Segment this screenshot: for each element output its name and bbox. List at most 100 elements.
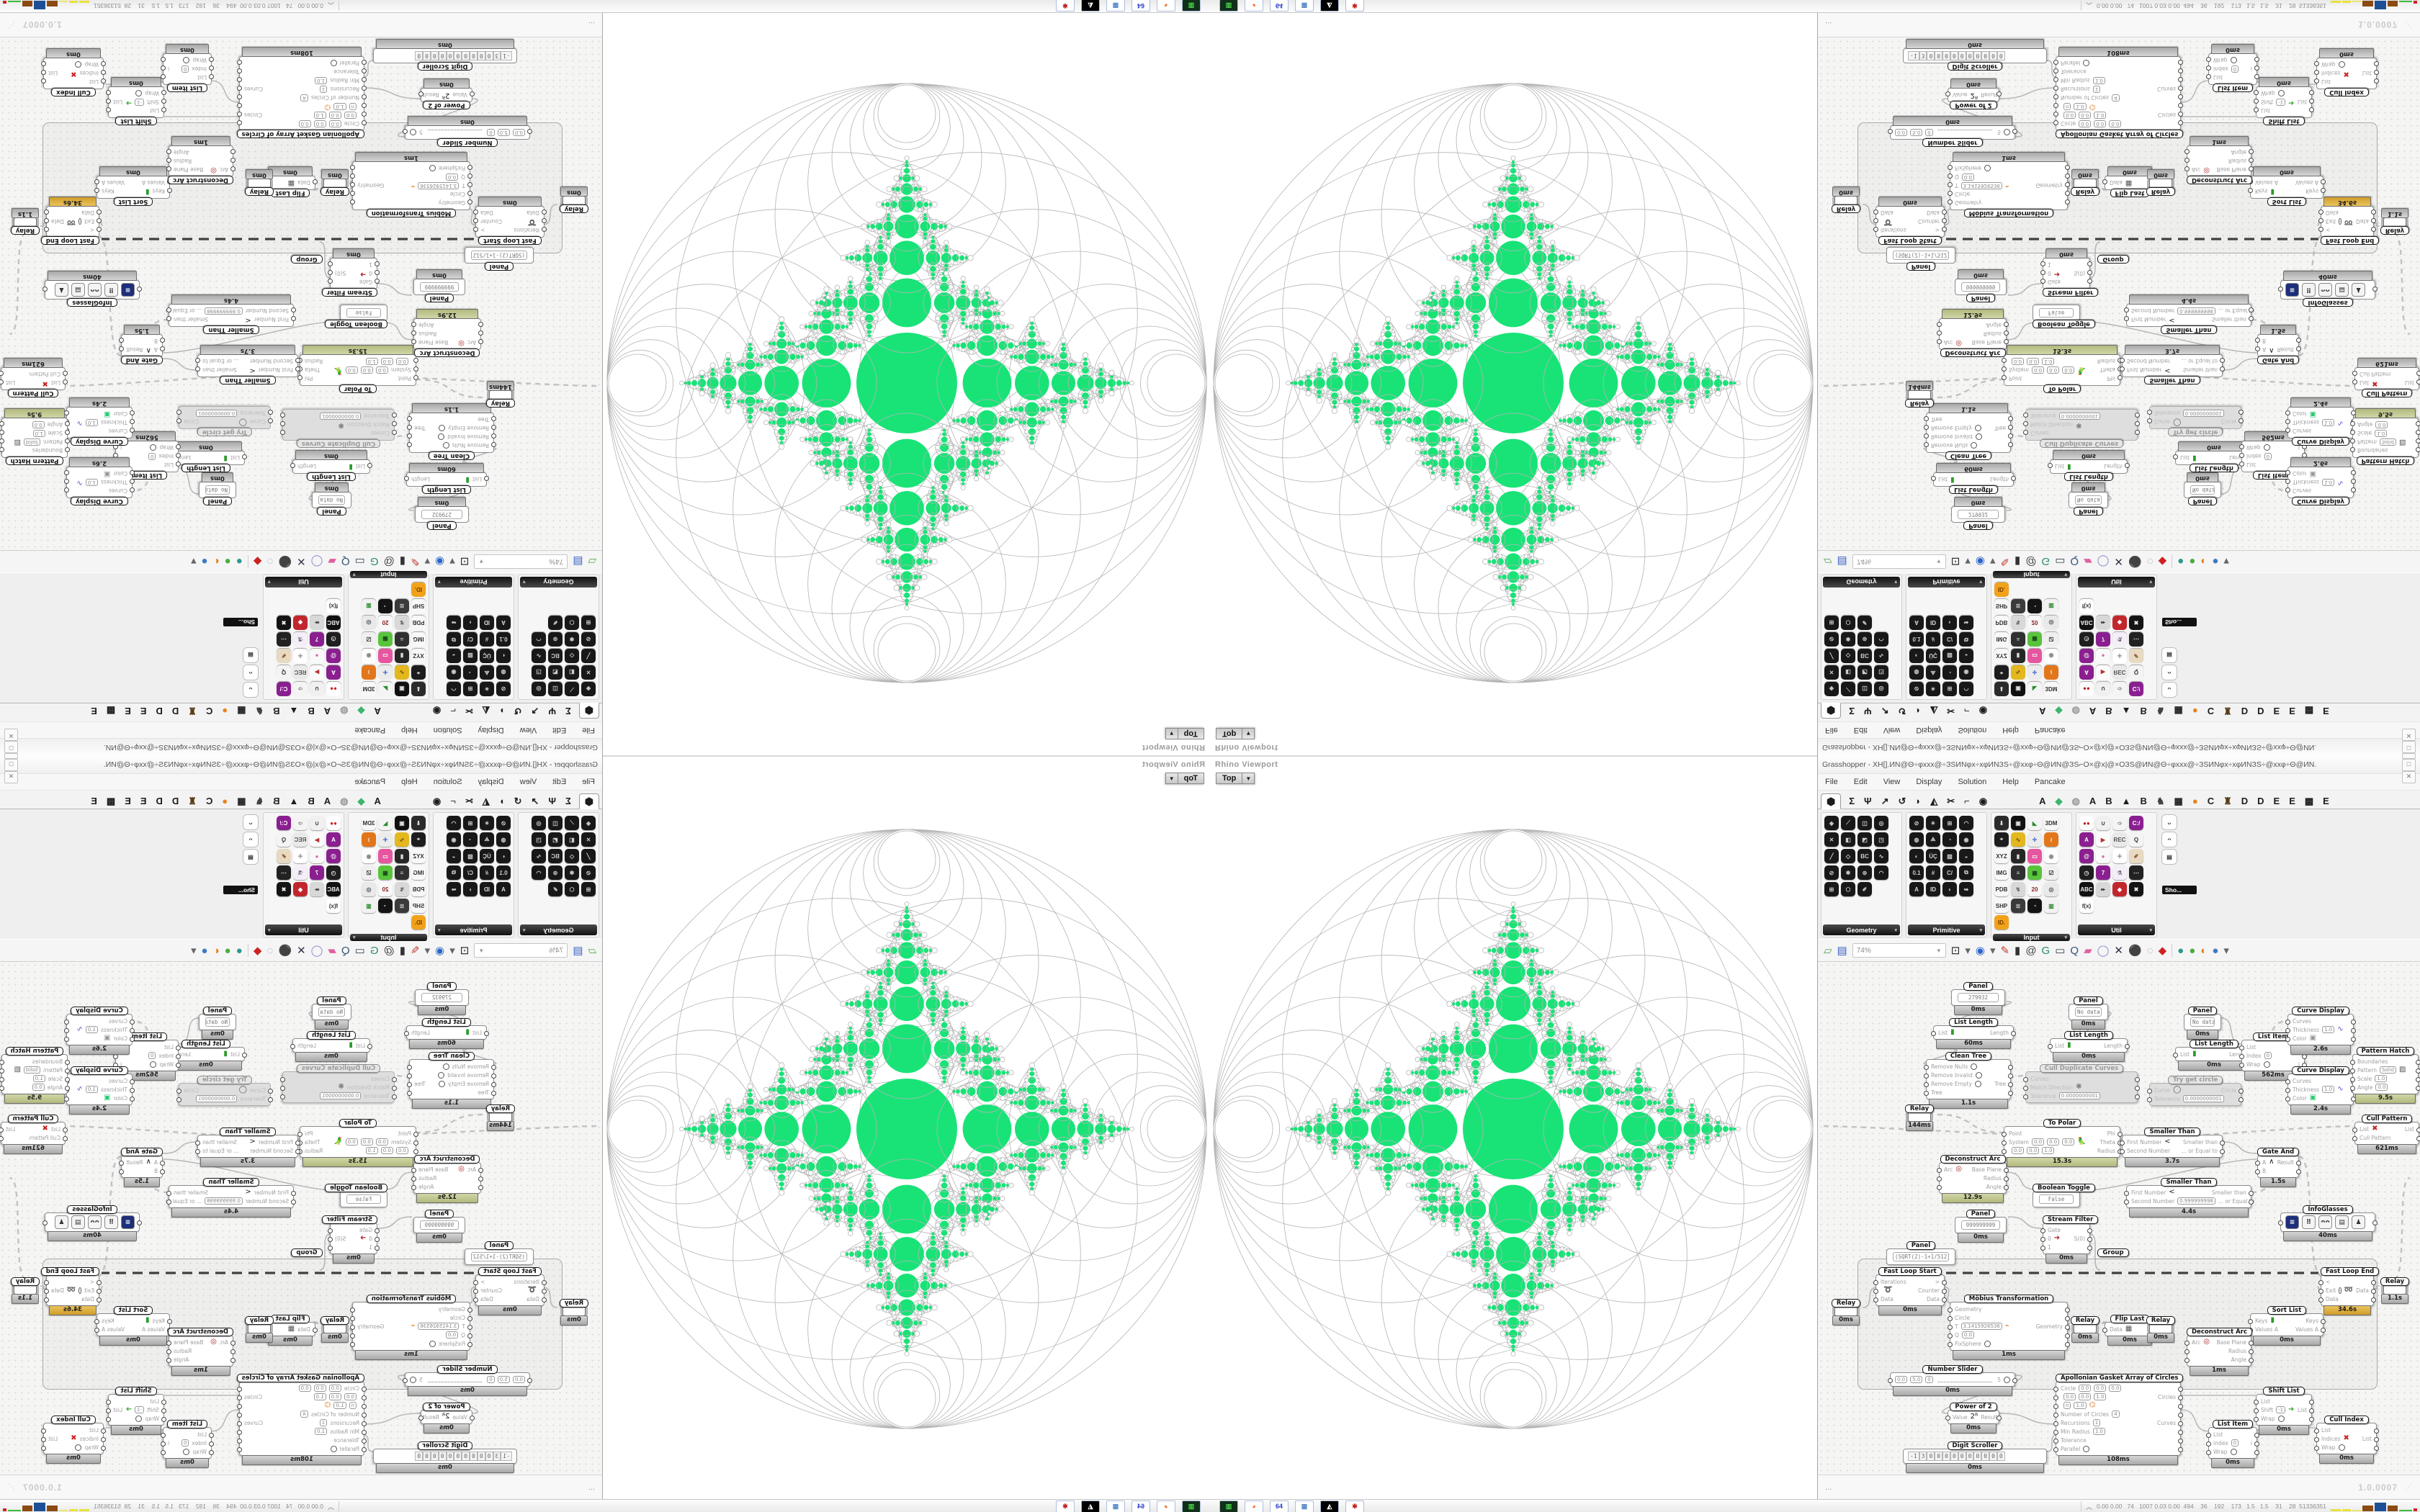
infoglasses-icon[interactable]: ⠿ bbox=[104, 283, 118, 297]
node-title-fast-loop-start[interactable]: Fast Loop Start bbox=[478, 236, 542, 245]
value-chip[interactable]: 0.0 bbox=[313, 120, 326, 127]
gh-node-deconstruct-arc-2[interactable]: Deconstruct Arc Arc ◎ Base Plane Radius Angle… bbox=[168, 136, 233, 184]
component-icon-util-5[interactable]: ▶ bbox=[310, 665, 324, 680]
digit-cell[interactable]: 0 bbox=[1981, 1452, 1990, 1461]
component-icon-input-0[interactable]: ⬇ bbox=[411, 682, 426, 696]
taskbar-app-calculator[interactable]: ▦ bbox=[1295, 1500, 1314, 1512]
node-port-row[interactable]: Cull Pattern bbox=[2352, 1133, 2420, 1142]
gh-node-panel-sqrt[interactable]: Panel(SQRT(2)-1+1/512)*1 bbox=[465, 247, 534, 271]
bag-icon[interactable]: ▰ bbox=[2084, 944, 2092, 957]
component-icon-util-18[interactable]: ◆ bbox=[293, 616, 308, 630]
value-chip[interactable]: 0.0 bbox=[2063, 1393, 2076, 1400]
digit-cell[interactable]: 0 bbox=[1942, 1452, 1950, 1461]
node-port-row[interactable]: Color ▣ bbox=[2285, 1034, 2356, 1043]
component-tab-17[interactable]: B bbox=[2140, 796, 2147, 806]
node-title-panel-nodata-2[interactable]: Panel bbox=[202, 497, 233, 505]
node-port-row[interactable]: Cull Pattern bbox=[6, 370, 60, 379]
node-port-row[interactable]: Circle 0.0 0.0 0.0 bbox=[2053, 1384, 2183, 1392]
dropdown-icon[interactable]: ▾ bbox=[191, 555, 197, 568]
rhino-viewport-pane[interactable]: Rhino Viewport Top ▼ bbox=[1210, 756, 1817, 1500]
slider-knob[interactable] bbox=[2004, 1376, 2010, 1383]
node-port-row[interactable]: Wrap bbox=[2254, 1414, 2314, 1423]
close-button[interactable]: ✕ bbox=[4, 729, 18, 742]
node-title-relay-144[interactable]: Relay bbox=[1904, 1104, 1935, 1113]
component-tab-5[interactable]: ◗ bbox=[498, 706, 505, 716]
component-icon-input-7[interactable]: ≀ bbox=[2044, 832, 2058, 847]
node-port-row[interactable]: Radius bbox=[174, 157, 228, 166]
component-icon-primitive-3[interactable]: ◠ bbox=[1959, 816, 1973, 830]
node-port-row[interactable]: List ▮ Length bbox=[297, 462, 365, 471]
component-icon-util-10[interactable]: ✛ bbox=[293, 649, 308, 663]
node-title-list-length-2[interactable]: List Length bbox=[2064, 1031, 2113, 1040]
component-icon-geometry-6[interactable]: ◩ bbox=[1857, 832, 1872, 847]
component-icon-geometry-15[interactable]: ◠ bbox=[532, 632, 546, 647]
component-icon-input-16[interactable]: PDB bbox=[411, 616, 426, 630]
component-tab-24[interactable]: D bbox=[2257, 796, 2264, 806]
disable-icon[interactable]: ✕ bbox=[2114, 944, 2123, 957]
node-port-row[interactable]: Remove Empty Tree bbox=[414, 424, 489, 433]
node-title-digit-scroller[interactable]: Digit Scroller bbox=[1947, 1441, 2003, 1450]
component-icon-primitive-9[interactable]: ÜÇ bbox=[480, 649, 494, 663]
wire[interactable] bbox=[2007, 1216, 2043, 1229]
component-tab-12[interactable]: ◆ bbox=[357, 706, 365, 716]
node-port-row[interactable]: Radius bbox=[418, 330, 476, 338]
component-icon-primitive-14[interactable]: C/ bbox=[1942, 865, 1957, 880]
component-tab-20[interactable]: ● bbox=[2192, 796, 2198, 806]
value-chip[interactable]: n bbox=[2063, 1402, 2071, 1409]
node-canvas[interactable]: Panel 279932 0ms List Length List ▮ Length 60ms… bbox=[1818, 962, 2420, 1475]
node-title-relay-144[interactable]: Relay bbox=[485, 399, 516, 408]
component-icon-primitive-8[interactable]: ◐ bbox=[496, 649, 511, 663]
value-chip[interactable]: 1.0 bbox=[333, 103, 346, 110]
node-port-row[interactable]: Thickness 1.0 ∿ bbox=[2285, 1085, 2356, 1094]
node-title-flip-last[interactable]: Flip Last bbox=[270, 189, 310, 197]
digit-cell[interactable]: 0 bbox=[470, 51, 478, 60]
node-title-relay-c[interactable]: Relay bbox=[10, 226, 40, 235]
node-port-row[interactable]: Second Number 0.999999998... or Equal to bbox=[2124, 1197, 2254, 1205]
node-port-row[interactable]: Recursions 1 Curves bbox=[2053, 1418, 2183, 1427]
gh-node-relay-144[interactable]: Relay 144ms bbox=[484, 381, 517, 408]
component-icon-geometry-2[interactable]: ◫ bbox=[1857, 816, 1872, 830]
node-port-row[interactable]: Color ▣ bbox=[71, 469, 127, 478]
component-tab-0[interactable]: ⬢ bbox=[1821, 793, 1842, 809]
component-icon-geometry-18[interactable]: ✐ bbox=[1857, 882, 1872, 896]
node-port-row[interactable]: List ✖ List bbox=[6, 379, 60, 387]
node-port-row[interactable]: B bbox=[126, 337, 158, 346]
node-port-row[interactable]: Curves bbox=[2285, 1076, 2356, 1085]
component-tab-24[interactable]: D bbox=[156, 706, 163, 716]
digit-cell[interactable]: 0 bbox=[485, 51, 493, 60]
gha-globe-icon[interactable]: G bbox=[2041, 944, 2051, 957]
node-port-row[interactable]: Value 2ᴿ Result bbox=[422, 91, 467, 99]
value-chip[interactable]: 0 bbox=[2231, 1439, 2239, 1446]
component-icon-geometry-4[interactable]: ✕ bbox=[581, 665, 596, 680]
node-title-list-item-1[interactable]: List Item bbox=[2252, 1032, 2294, 1041]
gh-node-panel-999[interactable]: Panel 999999999 0ms bbox=[1955, 1210, 2007, 1243]
wire[interactable] bbox=[162, 358, 198, 371]
value-chip[interactable]: 4 bbox=[300, 94, 308, 102]
gh-node-fast-loop-end[interactable]: Fast Loop End < Exit ➿ Data Data 34.6s bbox=[2318, 1267, 2380, 1315]
node-port-row[interactable]: List bbox=[2206, 1430, 2259, 1439]
node-body-sort-list[interactable]: Keys ▮ Keys Values A Values A bbox=[2248, 1313, 2326, 1336]
component-icon-util-15[interactable]: ⋯ bbox=[277, 632, 291, 647]
wire[interactable] bbox=[2222, 1141, 2258, 1154]
ball-green-icon[interactable]: ● bbox=[2189, 944, 2196, 957]
viewport-tab-dropdown-icon[interactable]: ▼ bbox=[1242, 773, 1254, 783]
maximize-button[interactable]: □ bbox=[4, 741, 18, 754]
port-toggle-icon[interactable] bbox=[2277, 1415, 2285, 1422]
component-icon-primitive-4[interactable]: ◍ bbox=[496, 665, 511, 680]
component-tab-19[interactable]: ▦ bbox=[237, 706, 246, 716]
node-title-deconstruct-arc-1[interactable]: Deconstruct Arc bbox=[1940, 1155, 2006, 1164]
value-chip[interactable]: 0.0 bbox=[360, 366, 373, 374]
node-body-apollonian-gasket[interactable]: Circle 0.0 0.0 0.0 0.0 0.0 1.0 Circles n 1.0 ⌬ Numb… bbox=[2053, 1381, 2183, 1456]
gh-node-smaller-than-1[interactable]: Smaller Than First Number < Smaller than Sec… bbox=[197, 345, 298, 384]
node-port-row[interactable]: First Number < Smaller than bbox=[2120, 1138, 2225, 1146]
component-icon-util-15[interactable]: ⋯ bbox=[2129, 865, 2143, 880]
node-body-panel-nodata-1[interactable]: No data bbox=[2069, 1004, 2108, 1020]
node-port-row[interactable]: FixSphere bbox=[357, 164, 465, 173]
component-icon-util-17[interactable]: ➨ bbox=[2096, 882, 2110, 896]
node-port-row[interactable]: 1 bbox=[2040, 1243, 2092, 1251]
node-port-row[interactable]: Second Number... or Equal to bbox=[2120, 1146, 2225, 1155]
node-value[interactable]: (SQRT(2)-1+1/512)*1 bbox=[1893, 1252, 1949, 1261]
component-tab-3[interactable]: ↗ bbox=[1881, 796, 1889, 806]
node-port-row[interactable]: Geometry bbox=[357, 199, 465, 207]
component-icon-input-13[interactable]: ≡ bbox=[395, 632, 409, 647]
